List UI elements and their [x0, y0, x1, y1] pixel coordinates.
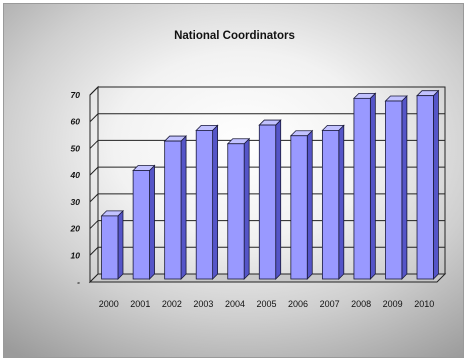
y-tick-label: 50: [71, 143, 81, 153]
plot-side-wall: [89, 85, 99, 284]
chart-title: National Coordinators: [174, 30, 295, 42]
bar-2002: [163, 135, 188, 280]
bar-side: [117, 209, 124, 280]
bar-2010: [416, 89, 440, 280]
bar-side: [401, 95, 408, 280]
chart-frame: National Coordinators - 10 20 30 40 50 60 70 20…: [3, 3, 464, 358]
bar-2004: [226, 137, 251, 280]
bar-front: [164, 140, 182, 280]
bar-2001: [132, 164, 156, 280]
bar-2009: [384, 95, 408, 280]
bar-front: [132, 170, 150, 280]
y-tick-label: 10: [71, 250, 81, 260]
x-tick-label: 2003: [193, 299, 213, 309]
bar-front: [195, 130, 214, 280]
bar-2005: [258, 119, 282, 280]
bar-front: [227, 143, 245, 280]
bar-front: [416, 95, 434, 280]
x-tick-label: 2004: [225, 299, 245, 309]
bar-side: [369, 92, 376, 280]
bar-side: [212, 124, 219, 280]
bar-front: [321, 130, 340, 280]
x-tick-label: 2007: [320, 299, 340, 309]
gridline-side: [89, 193, 99, 203]
bar-2000: [100, 209, 124, 280]
bars: [100, 89, 440, 280]
bar-side: [433, 89, 439, 280]
x-tick-label: 2005: [256, 299, 276, 309]
y-tick-label: 40: [70, 170, 81, 180]
bar-side: [180, 135, 187, 280]
y-tick-label: 30: [71, 197, 81, 207]
x-tick-label: 2002: [162, 299, 182, 309]
bar-front: [353, 97, 371, 280]
bar-front: [101, 215, 119, 280]
gridline-side: [89, 113, 99, 123]
gridline-side: [89, 166, 99, 176]
x-tick-label: 2000: [99, 299, 119, 309]
x-tick-label: 2006: [288, 299, 308, 309]
bar-side: [149, 164, 155, 280]
bar-2006: [289, 129, 314, 280]
y-tick-label: 60: [71, 117, 81, 127]
y-tick-label: -: [77, 277, 80, 287]
x-tick-label: 2009: [383, 299, 403, 309]
x-axis-ticks: 2000 2001 2002 2003 2004 2005 2006 2007 2008 2009…: [99, 299, 434, 309]
bar-2003: [195, 124, 219, 280]
gridline-side: [89, 246, 99, 256]
gridline-side: [89, 220, 99, 229]
x-tick-label: 2008: [351, 299, 371, 309]
bar-2007: [321, 124, 345, 280]
bar-front: [258, 124, 277, 280]
y-tick-label: 70: [71, 90, 81, 100]
bar-chart: - 10 20 30 40 50 60 70 2000 2001 2002 2003 2004 2005…: [70, 85, 447, 309]
bar-front: [290, 135, 308, 280]
gridline-side: [89, 140, 99, 149]
bar-side: [338, 124, 345, 280]
bar-side: [243, 137, 250, 280]
bar-side: [275, 119, 282, 280]
bar-2008: [352, 92, 377, 280]
gridline-side: [89, 86, 99, 96]
y-axis-ticks: - 10 20 30 40 50 60 70: [70, 90, 81, 287]
bar-side: [306, 129, 313, 280]
x-tick-label: 2010: [414, 299, 434, 309]
bar-front: [385, 100, 403, 280]
x-tick-label: 2001: [130, 299, 150, 309]
y-tick-label: 20: [70, 224, 81, 234]
